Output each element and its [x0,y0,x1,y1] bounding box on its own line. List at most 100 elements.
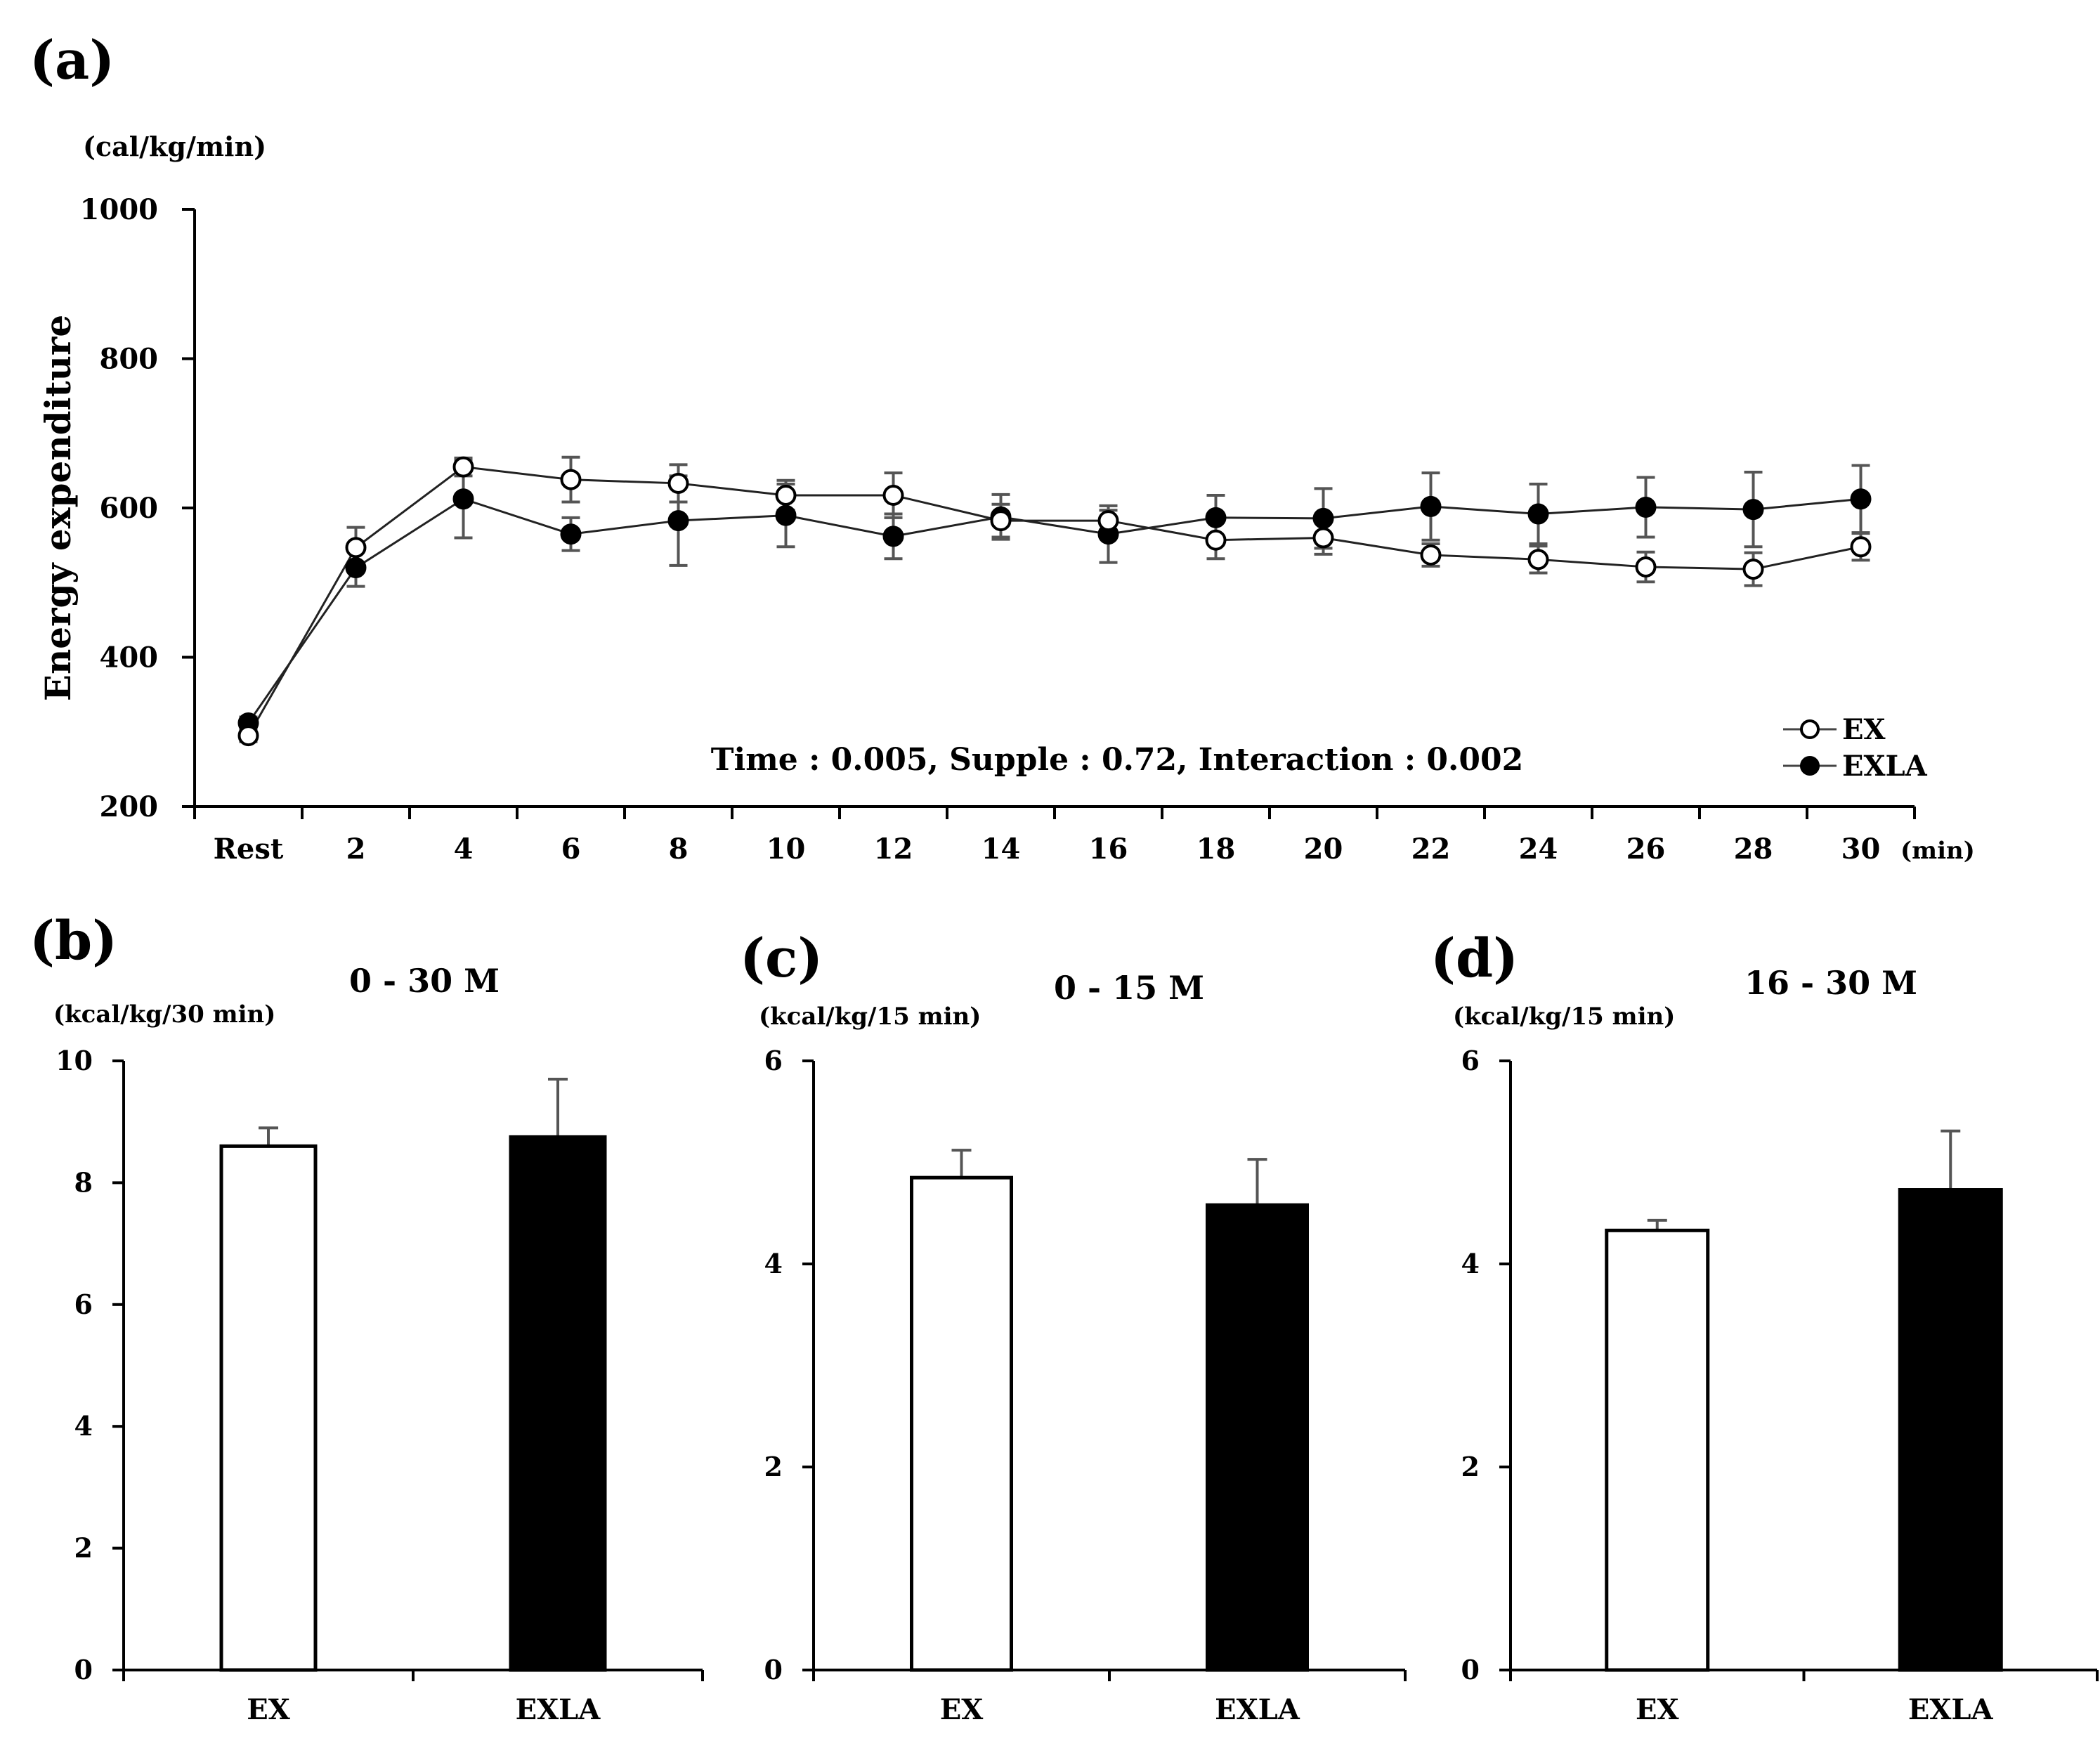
panel-c-bar-chart: (c) 0 - 15 M (kcal/kg/15 min) 0 2 4 6 EX EXLA [740,927,1407,1726]
data-point-ex [237,725,259,747]
x-tick-label: 16 [1089,833,1128,866]
legend-marker-ex [1800,719,1820,739]
y-tick-label: 2 [764,1451,783,1482]
x-tick-label: EX [247,1693,290,1726]
x-unit-label: (min) [1900,837,1975,865]
y-axis-title: Energy expenditure [37,315,79,701]
panel-label: (d) [1430,927,1518,989]
bar-ex [1605,1228,1710,1672]
x-tick-label: 22 [1411,833,1451,866]
y-tick-label: 0 [764,1654,783,1685]
panel-title: 0 - 15 M [1054,969,1204,1007]
x-tick-label: 12 [874,833,913,866]
x-tick-label: 14 [981,833,1021,866]
data-point-exla [1850,488,1872,510]
data-point-ex [667,472,689,494]
y-unit-label: (cal/kg/min) [83,131,266,162]
y-tick-label: 400 [100,641,159,674]
data-point-ex [882,484,904,506]
legend-marker-exla [1800,756,1820,776]
bar-ex [219,1144,318,1672]
x-tick-label: 30 [1841,833,1881,866]
y-tick-label: 8 [74,1166,93,1198]
data-point-ex [1742,559,1764,580]
y-tick-label: 800 [100,343,159,376]
data-point-ex [560,469,582,490]
y-unit-label: (kcal/kg/30 min) [53,1000,275,1029]
data-point-exla [775,504,797,526]
x-tick-label: 20 [1304,833,1343,866]
legend-label-ex: EX [1842,713,1886,746]
y-tick-label: 0 [1461,1654,1480,1685]
panel-b-bar-chart: (b) 0 - 30 M (kcal/kg/30 min) 0 2 4 6 8 10 EX EXLA [30,909,704,1726]
y-tick-label: 0 [74,1654,93,1685]
x-tick-label: Rest [214,833,284,866]
x-tick-label: EX [1636,1693,1679,1726]
y-tick-label: 2 [74,1532,93,1564]
y-tick-label: 6 [1461,1045,1480,1076]
series-line-ex [247,466,1861,736]
panel-title: 0 - 30 M [349,962,500,1000]
series-line-exla [247,497,1861,724]
x-tick-label: 26 [1626,833,1666,866]
panel-title: 16 - 30 M [1744,964,1917,1002]
x-tick-label: 18 [1196,833,1236,866]
data-point-exla [667,510,689,532]
data-point-ex [452,456,474,478]
bar-exla [509,1135,607,1672]
data-point-exla [1527,503,1549,525]
y-unit-label: (kcal/kg/15 min) [759,1003,981,1031]
x-tick-label: EXLA [1908,1693,1994,1726]
y-tick-label: 1000 [80,193,158,226]
bar-ex [910,1175,1013,1672]
panel-label-a: (a) [30,29,115,91]
x-tick-label: EXLA [1215,1693,1300,1726]
data-point-exla [345,557,367,578]
data-point-exla [1205,507,1227,528]
data-point-ex [1097,510,1119,532]
x-tick-label: 8 [669,833,689,866]
y-tick-label: 6 [74,1289,93,1320]
x-tick-label: 28 [1734,833,1773,866]
x-tick-label: 4 [454,833,474,866]
data-point-ex [1312,527,1334,549]
data-point-ex [1527,549,1549,570]
data-point-ex [1205,529,1227,551]
panel-d-bar-chart: (d) 16 - 30 M (kcal/kg/15 min) 0 2 4 6 EX EXLA [1430,927,2099,1726]
y-tick-label: 600 [100,492,159,525]
panel-label: (b) [30,909,117,972]
y-tick-label: 4 [764,1248,783,1279]
panel-a-line-chart: (a) (cal/kg/min) Energy expenditure 200 400 6… [30,29,1975,866]
data-point-exla [882,526,904,547]
x-tick-label: EX [940,1693,984,1726]
data-point-ex [1420,544,1442,566]
data-point-exla [452,488,474,510]
data-point-ex [345,537,367,559]
data-point-ex [1850,536,1872,558]
y-unit-label: (kcal/kg/15 min) [1453,1003,1675,1031]
data-point-ex [990,510,1012,532]
x-tick-label: 2 [346,833,366,866]
bar-exla [1898,1188,2003,1672]
y-tick-label: 200 [100,790,159,823]
x-tick-label: 10 [767,833,806,866]
data-point-exla [1312,507,1334,529]
y-tick-label: 4 [1461,1248,1480,1279]
data-point-ex [1635,556,1657,578]
y-tick-label: 6 [764,1045,783,1076]
data-point-exla [1420,495,1442,517]
data-point-exla [560,523,582,545]
bar-exla [1206,1203,1309,1672]
x-tick-label: 24 [1519,833,1558,866]
data-point-exla [1742,499,1764,521]
panel-label: (c) [740,927,823,989]
data-point-exla [1635,496,1657,518]
y-tick-label: 2 [1461,1451,1480,1482]
x-tick-label: EXLA [516,1693,601,1726]
y-tick-label: 10 [56,1045,93,1076]
data-point-ex [775,484,797,506]
x-tick-label: 6 [561,833,581,866]
stats-annotation: Time : 0.005, Supple : 0.72, Interaction… [711,742,1523,778]
legend-label-exla: EXLA [1842,750,1928,783]
